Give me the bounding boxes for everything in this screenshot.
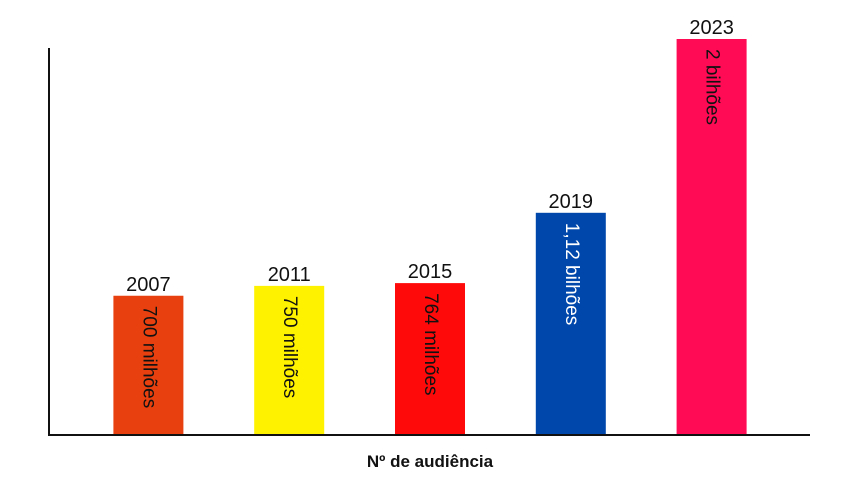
bar-category-label-2007: 2007	[126, 274, 171, 296]
bar-2015	[395, 283, 465, 434]
bar-2007	[113, 295, 184, 434]
bar-value-label-2023: 2 bilhões	[702, 49, 723, 125]
bar-value-label-2007: 700 milhões	[138, 306, 159, 408]
bar-value-label-2015: 764 milhões	[420, 293, 441, 395]
bar-category-label-2011: 2011	[268, 264, 311, 286]
bar-value-label-2011: 750 milhões	[279, 296, 300, 398]
bars-group: 2007 700 milhões 2011 750 milhões 2015 764 mi…	[113, 17, 747, 434]
bar-value-label-2019: 1,12 bilhões	[561, 223, 582, 325]
bar-2011	[254, 285, 325, 434]
bar-category-label-2015: 2015	[408, 261, 453, 283]
bar-category-label-2019: 2019	[549, 191, 594, 213]
bar-2019	[535, 212, 606, 434]
bar-category-label-2023: 2023	[689, 17, 734, 39]
bar-2023	[676, 39, 747, 434]
chart-axes	[48, 48, 810, 436]
x-axis-title: Nº de audiência	[367, 452, 494, 471]
